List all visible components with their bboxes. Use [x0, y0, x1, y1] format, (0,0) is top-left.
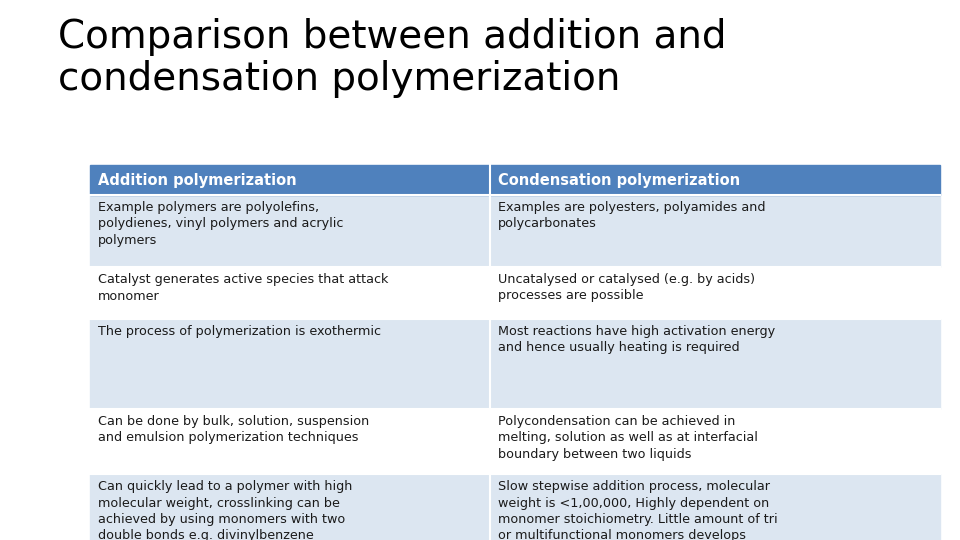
Text: Condensation polymerization: Condensation polymerization — [498, 172, 740, 187]
Text: Comparison between addition and
condensation polymerization: Comparison between addition and condensa… — [58, 18, 727, 98]
Text: Most reactions have high activation energy
and hence usually heating is required: Most reactions have high activation ener… — [498, 325, 775, 354]
Text: The process of polymerization is exothermic: The process of polymerization is exother… — [98, 325, 381, 338]
Text: Examples are polyesters, polyamides and
polycarbonates: Examples are polyesters, polyamides and … — [498, 201, 765, 231]
Text: Catalyst generates active species that attack
monomer: Catalyst generates active species that a… — [98, 273, 389, 302]
Text: Can be done by bulk, solution, suspension
and emulsion polymerization techniques: Can be done by bulk, solution, suspensio… — [98, 415, 370, 444]
Text: Addition polymerization: Addition polymerization — [98, 172, 297, 187]
Text: Polycondensation can be achieved in
melting, solution as well as at interfacial
: Polycondensation can be achieved in melt… — [498, 415, 757, 461]
Text: Slow stepwise addition process, molecular
weight is <1,00,000, Highly dependent : Slow stepwise addition process, molecula… — [498, 480, 778, 540]
Text: Example polymers are polyolefins,
polydienes, vinyl polymers and acrylic
polymer: Example polymers are polyolefins, polydi… — [98, 201, 344, 247]
Text: Uncatalysed or catalysed (e.g. by acids)
processes are possible: Uncatalysed or catalysed (e.g. by acids)… — [498, 273, 755, 302]
Text: Can quickly lead to a polymer with high
molecular weight, crosslinking can be
ac: Can quickly lead to a polymer with high … — [98, 480, 352, 540]
